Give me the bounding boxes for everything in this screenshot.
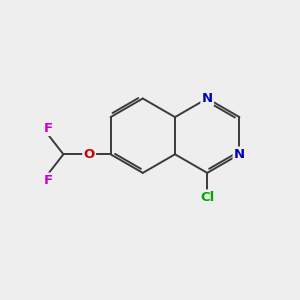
Text: N: N [234, 148, 245, 161]
Text: O: O [83, 148, 95, 161]
Text: N: N [202, 92, 213, 105]
Text: F: F [44, 174, 53, 187]
Text: Cl: Cl [200, 191, 214, 204]
Text: F: F [44, 122, 53, 135]
